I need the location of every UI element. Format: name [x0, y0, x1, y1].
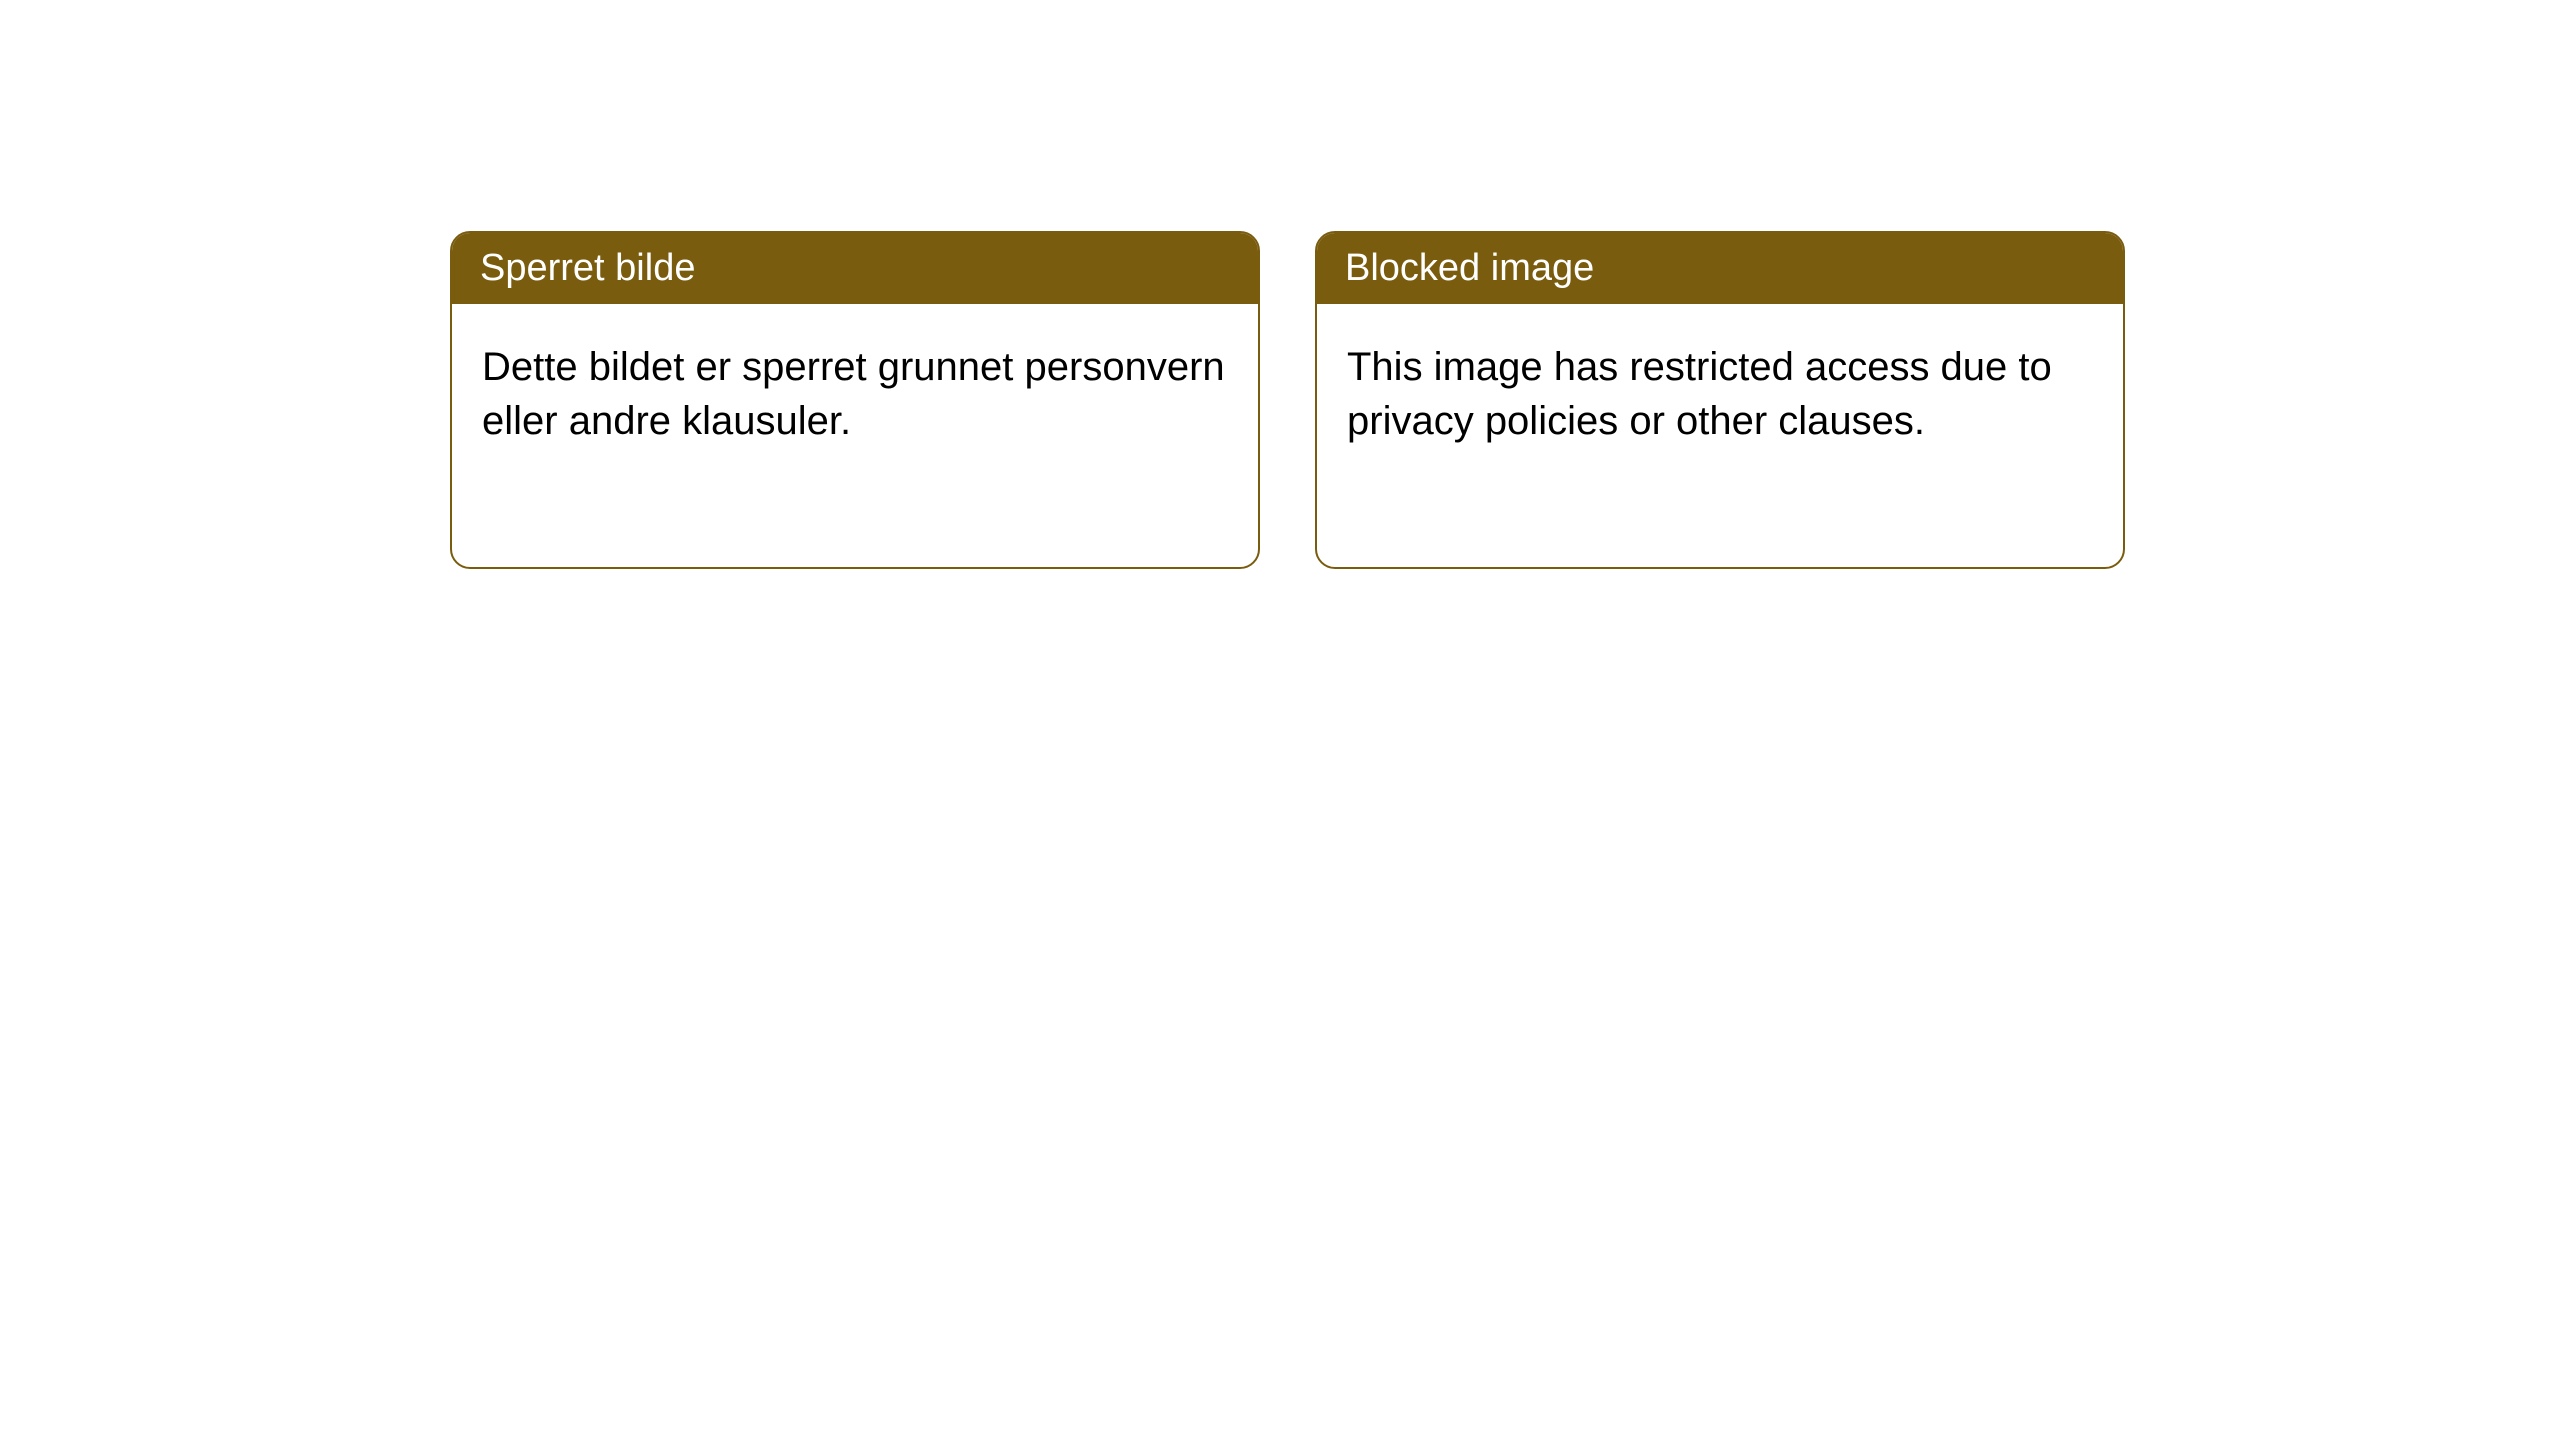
card-title-norwegian: Sperret bilde [480, 247, 695, 289]
card-body-text-norwegian: Dette bildet er sperret grunnet personve… [482, 345, 1225, 443]
blocked-image-card-norwegian: Sperret bilde Dette bildet er sperret gr… [450, 231, 1260, 569]
card-header-english: Blocked image [1317, 233, 2123, 304]
blocked-image-card-english: Blocked image This image has restricted … [1315, 231, 2125, 569]
card-body-text-english: This image has restricted access due to … [1347, 345, 2052, 443]
card-title-english: Blocked image [1345, 247, 1594, 289]
card-header-norwegian: Sperret bilde [452, 233, 1258, 304]
blocked-image-cards-container: Sperret bilde Dette bildet er sperret gr… [450, 231, 2125, 569]
card-body-english: This image has restricted access due to … [1317, 304, 2123, 484]
card-body-norwegian: Dette bildet er sperret grunnet personve… [452, 304, 1258, 484]
